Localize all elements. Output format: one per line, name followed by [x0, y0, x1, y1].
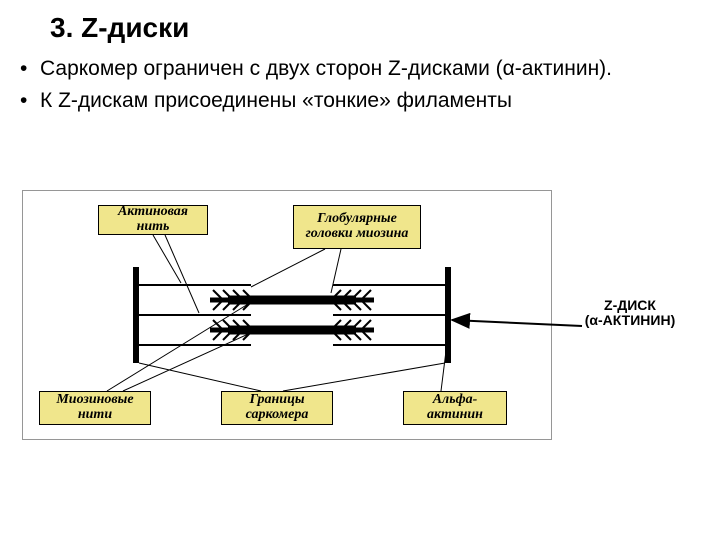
diagram-frame: Актиновая нить Глобулярные головки миози… — [22, 190, 552, 440]
label-alpha-actinin: Альфа-актинин — [403, 391, 507, 425]
bullet-1: Саркомер ограничен с двух сторон Z-диска… — [12, 56, 690, 82]
page-title: 3. Z-диски — [50, 12, 189, 44]
label-myosin-threads: Миозиновые нити — [39, 391, 151, 425]
bullet-2: К Z-дискам присоединены «тонкие» филамен… — [12, 88, 690, 114]
bullets: Саркомер ограничен с двух сторон Z-диска… — [12, 56, 690, 121]
z-disc-side-label: Z-ДИСК (α-АКТИНИН) — [570, 298, 690, 329]
label-myosin-heads: Глобулярные головки миозина — [293, 205, 421, 249]
z-disc-side-label-line1: Z-ДИСК — [604, 297, 656, 313]
label-sarcomere-borders: Границы саркомера — [221, 391, 333, 425]
z-disc-side-label-line2: (α-АКТИНИН) — [585, 312, 676, 328]
label-actin-thread: Актиновая нить — [98, 205, 208, 235]
